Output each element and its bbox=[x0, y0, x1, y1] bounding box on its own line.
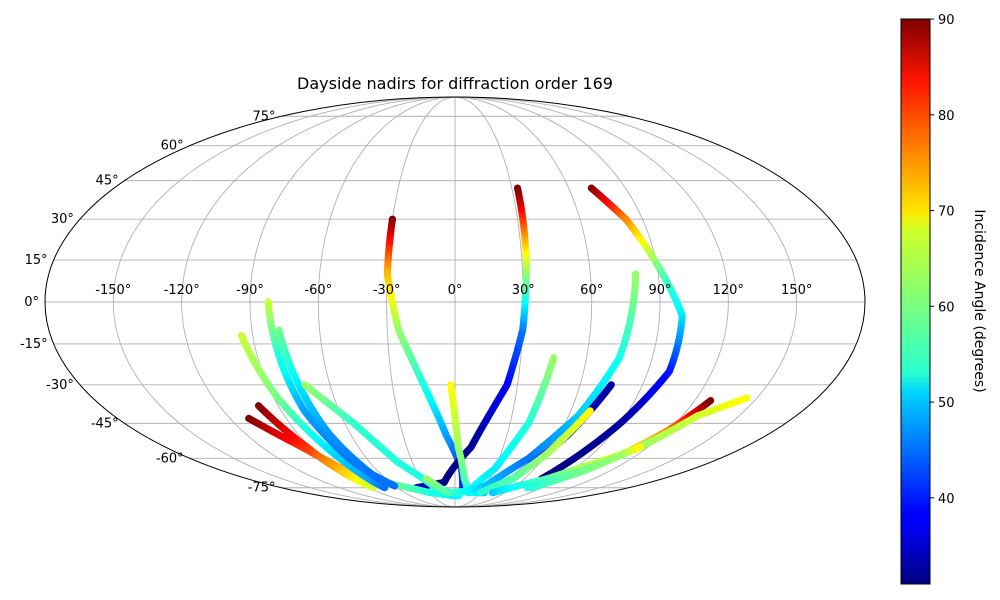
colorbar-tick-label: 40 bbox=[938, 492, 955, 507]
latitude-tick-label: 45° bbox=[96, 174, 119, 189]
longitude-tick-label: -60° bbox=[304, 283, 332, 298]
longitude-tick-label: -90° bbox=[236, 283, 264, 298]
colorbar-tick-label: 50 bbox=[938, 396, 955, 411]
data-point bbox=[707, 396, 715, 405]
longitude-tick-label: -30° bbox=[373, 283, 401, 298]
latitude-tick-label: 15° bbox=[25, 253, 48, 268]
latitude-tick-label: -15° bbox=[20, 337, 48, 352]
data-point bbox=[636, 443, 644, 451]
map-boundary bbox=[44, 96, 866, 508]
longitude-tick-label: 150° bbox=[781, 283, 812, 298]
data-point bbox=[550, 354, 558, 362]
longitude-tick-labels: -150° -120° -90° -60° -30° 0° 30° 60° 90° 120° 150… bbox=[95, 283, 812, 298]
data-points bbox=[237, 184, 751, 500]
longitude-tick-label: -150° bbox=[95, 283, 131, 298]
data-point bbox=[607, 381, 615, 389]
colorbar-label: Incidence Angle (degrees) bbox=[971, 209, 987, 392]
data-point bbox=[391, 482, 399, 490]
longitude-tick-label: 60° bbox=[580, 283, 603, 298]
longitude-tick-label: -120° bbox=[164, 283, 200, 298]
colorbar-tick-label: 80 bbox=[938, 109, 955, 124]
latitude-tick-label: -45° bbox=[91, 416, 119, 431]
colorbar bbox=[900, 18, 931, 585]
longitude-tick-label: 90° bbox=[648, 283, 671, 298]
data-point bbox=[381, 484, 389, 492]
latitude-tick-labels: 75° 60° 45° 30° 15° 0° -15° -30° -45° -60° -75° bbox=[20, 109, 276, 495]
data-point bbox=[586, 407, 594, 415]
data-point bbox=[631, 270, 640, 278]
latitude-tick-label: -60° bbox=[156, 451, 184, 466]
latitude-tick-label: 75° bbox=[252, 109, 275, 124]
colorbar-tick-label: 60 bbox=[938, 300, 955, 315]
colorbar-ticks: 40 50 60 70 80 90 bbox=[930, 13, 955, 507]
colorbar-tick-label: 70 bbox=[938, 205, 955, 220]
longitude-tick-label: 0° bbox=[448, 283, 463, 298]
colorbar-tick-label: 90 bbox=[938, 13, 955, 28]
data-point bbox=[743, 394, 751, 402]
data-point bbox=[513, 184, 522, 192]
latitude-tick-label: 30° bbox=[51, 212, 74, 227]
latitude-tick-label: -75° bbox=[248, 481, 276, 496]
latitude-tick-label: 60° bbox=[161, 139, 184, 154]
latitude-tick-label: 0° bbox=[24, 295, 39, 310]
latitude-tick-label: -30° bbox=[46, 378, 74, 393]
chart-title: Dayside nadirs for diffraction order 169 bbox=[297, 74, 613, 93]
longitude-tick-label: 30° bbox=[512, 283, 535, 298]
longitude-tick-label: 120° bbox=[713, 283, 744, 298]
